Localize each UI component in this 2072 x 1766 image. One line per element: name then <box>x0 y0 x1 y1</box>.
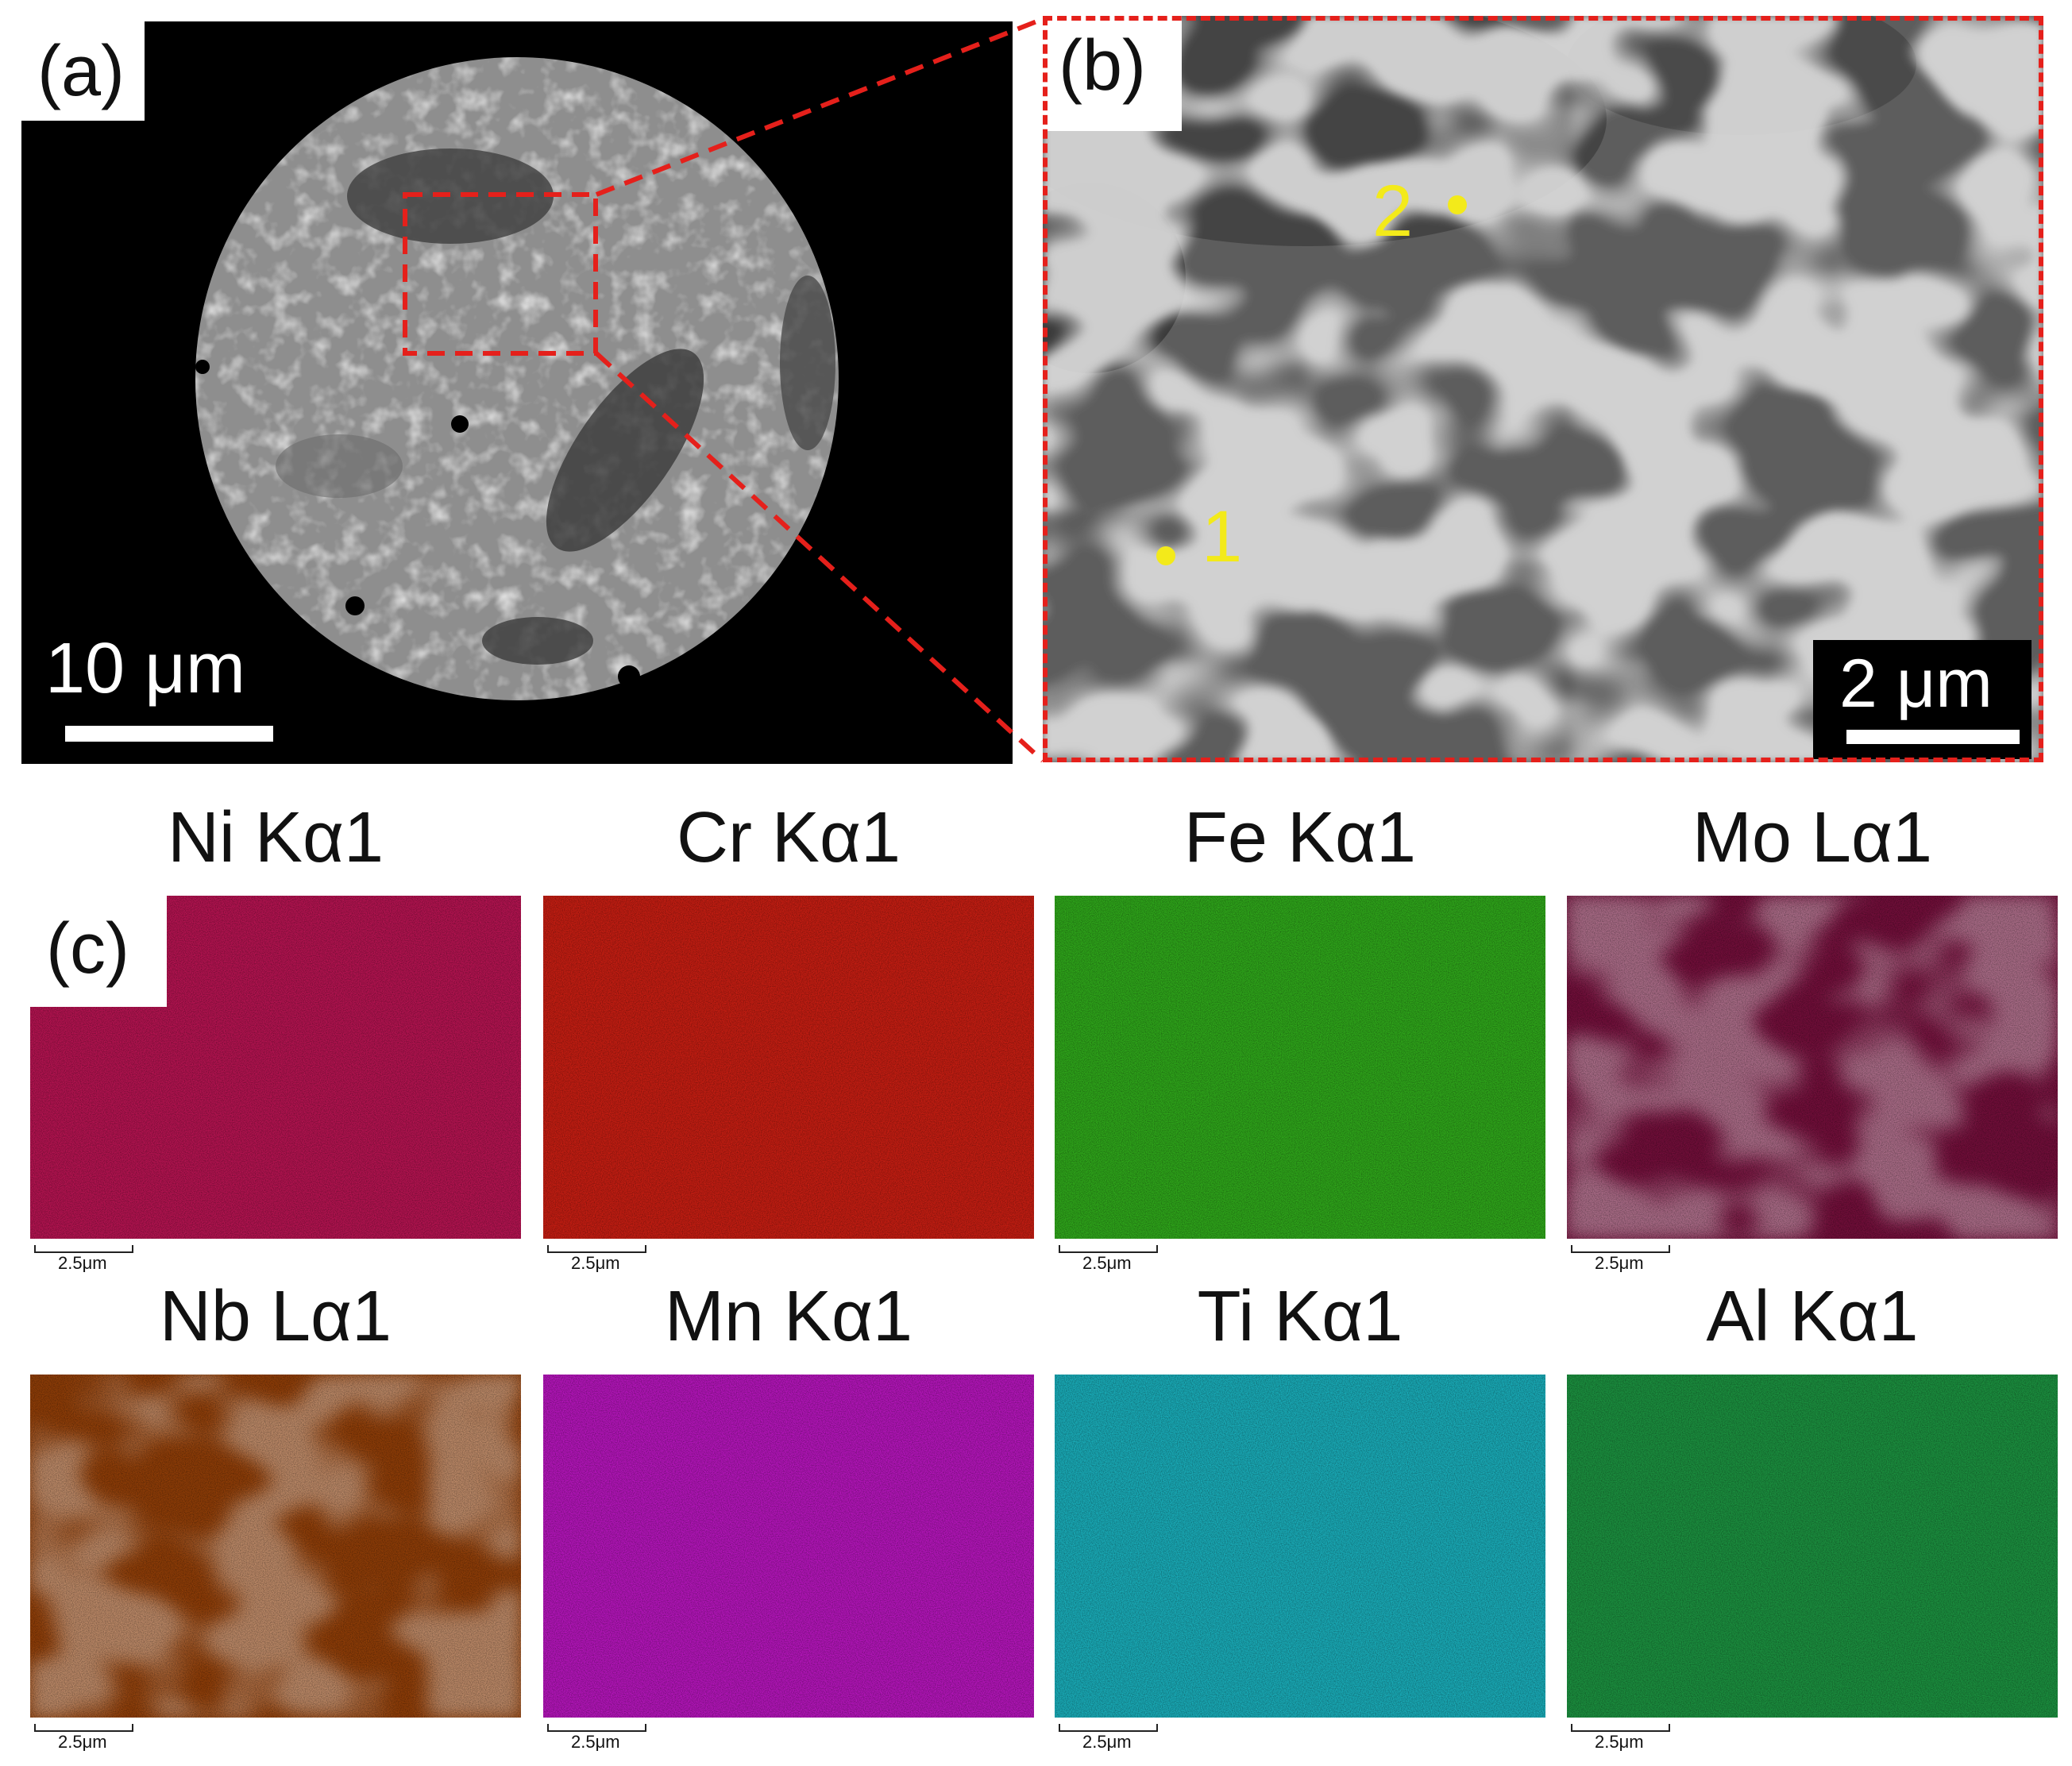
scale-bar-label: 2.5μm <box>571 1732 620 1752</box>
element-map-title: Fe Kα1 <box>1183 798 1417 877</box>
inset-box <box>403 192 598 356</box>
panel-label-c: (c) <box>30 896 167 1007</box>
scale-bar-line <box>1571 1245 1670 1253</box>
scale-bar-line <box>547 1245 646 1253</box>
analysis-point-1-marker <box>1156 546 1175 565</box>
scale-bar-line <box>547 1724 646 1732</box>
cellular-microstructure-image <box>1043 16 2043 762</box>
element-map-title: Ti Kα1 <box>1197 1277 1403 1356</box>
element-map <box>1567 896 2058 1239</box>
scale-bar-line <box>34 1245 133 1253</box>
scale-bar-line <box>1059 1724 1158 1732</box>
panel-b-sem-detail: (b) 1 2 2 μm <box>1043 16 2043 762</box>
element-map <box>30 896 521 1239</box>
element-map-title: Nb Lα1 <box>159 1277 392 1356</box>
element-map-title: Cr Kα1 <box>676 798 901 877</box>
panel-a-sem-overview: (a) 10 μm <box>21 21 1013 764</box>
element-map-title: Ni Kα1 <box>167 798 384 877</box>
scale-bar-label: 2.5μm <box>58 1732 107 1752</box>
scale-bar-label: 2.5μm <box>571 1253 620 1273</box>
analysis-point-2-marker <box>1448 195 1467 214</box>
scale-bar-label: 2.5μm <box>1082 1732 1132 1752</box>
element-map <box>543 1375 1034 1718</box>
scale-bar-line <box>1059 1245 1158 1253</box>
scale-bar-label-b: 2 μm <box>1839 646 1993 722</box>
element-map <box>1567 1375 2058 1718</box>
analysis-point-2-label: 2 <box>1372 171 1414 252</box>
scale-bar-line <box>1571 1724 1670 1732</box>
scale-bar-b <box>1846 730 2020 744</box>
element-map <box>1055 896 1545 1239</box>
analysis-point-1-label: 1 <box>1202 496 1243 577</box>
element-map <box>30 1375 521 1718</box>
element-map <box>1055 1375 1545 1718</box>
scale-bar-a <box>65 726 273 742</box>
scale-bar-label: 2.5μm <box>1082 1253 1132 1273</box>
scale-bar-line <box>34 1724 133 1732</box>
scale-bar-label: 2.5μm <box>1595 1253 1644 1273</box>
panel-label-b: (b) <box>1043 16 1182 131</box>
element-map-title: Al Kα1 <box>1706 1277 1919 1356</box>
scale-bar-label-a: 10 μm <box>45 629 245 708</box>
element-map <box>543 896 1034 1239</box>
element-map-title: Mn Kα1 <box>664 1277 913 1356</box>
scale-bar-label: 2.5μm <box>58 1253 107 1273</box>
element-map-title: Mo Lα1 <box>1692 798 1933 877</box>
panel-label-a: (a) <box>21 21 145 121</box>
scale-bar-box-b: 2 μm <box>1813 640 2031 759</box>
sample-disc-image <box>195 57 839 700</box>
scale-bar-label: 2.5μm <box>1595 1732 1644 1752</box>
